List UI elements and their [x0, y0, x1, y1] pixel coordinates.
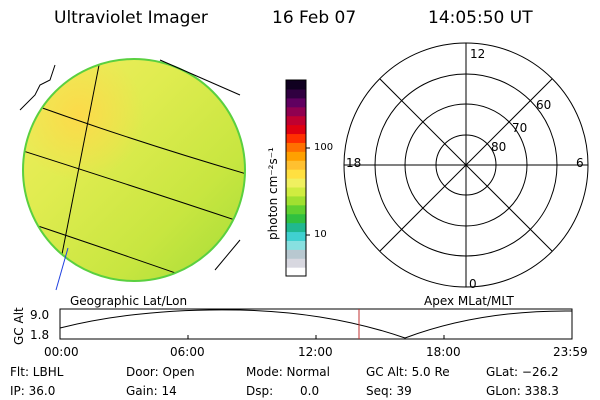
colorbar-segment	[286, 169, 306, 179]
colorbar-segment	[286, 142, 306, 152]
grid-line-outside	[159, 59, 241, 96]
colorbar-label-10: 10	[314, 229, 327, 240]
info-glat: GLat: −26.2	[486, 365, 559, 379]
colorbar-segment	[286, 213, 306, 224]
colorbar-label-100: 100	[314, 142, 334, 153]
altitude-x-tick-label: 23:59	[553, 345, 588, 359]
colorbar-segment	[286, 186, 306, 197]
instrument-title: Ultraviolet Imager	[54, 8, 208, 28]
uv-bright-region	[24, 60, 244, 280]
info-gain: Gain: 14	[126, 384, 177, 398]
colorbar-unit-label: photon cm⁻²s⁻¹	[266, 147, 280, 240]
info-gc-alt: GC Alt: 5.0 Re	[366, 365, 450, 379]
info-door: Door: Open	[126, 365, 195, 379]
colorbar-segment	[286, 80, 306, 90]
polar-label-70: 70	[512, 121, 528, 135]
colorbar-segment	[286, 231, 306, 241]
colorbar-segment	[286, 124, 306, 135]
colorbar-segment	[286, 88, 306, 99]
terminator-line	[55, 247, 69, 291]
altitude-x-ticks	[187, 335, 445, 339]
info-mode: Mode: Normal	[246, 365, 330, 379]
colorbar-segment	[286, 106, 306, 117]
polar-label-18: 18	[346, 156, 362, 170]
polar-label-0: 0	[469, 277, 477, 291]
observation-date: 16 Feb 07	[272, 8, 357, 28]
altitude-x-tick-label: 00:00	[44, 345, 79, 359]
altitude-y-min: 1.8	[30, 328, 50, 342]
colorbar-segment	[286, 195, 306, 206]
colorbar-segment	[286, 249, 306, 259]
color-bar-frame	[285, 79, 307, 277]
uv-image	[19, 58, 246, 291]
colorbar-segment	[286, 133, 306, 143]
colorbar-segment	[286, 97, 306, 108]
colorbar-segment	[286, 222, 306, 233]
lat-line	[24, 99, 244, 176]
color-bar	[286, 80, 306, 277]
info-dsp-label: Dsp:	[246, 384, 274, 398]
info-seq: Seq: 39	[366, 384, 412, 398]
projection-label-geographic: Geographic Lat/Lon	[70, 294, 188, 308]
altitude-x-tick-label: 18:00	[426, 345, 461, 359]
altitude-x-tick-label: 06:00	[170, 345, 205, 359]
lat-line	[24, 149, 244, 226]
colorbar-segment	[286, 204, 306, 215]
colorbar-segment	[286, 258, 306, 268]
polar-grid	[343, 42, 589, 288]
colorbar-segment	[286, 240, 306, 250]
grid-line-outside	[214, 239, 241, 271]
altitude-x-tick-label: 12:00	[298, 345, 333, 359]
altitude-ylabel: GC Alt	[12, 307, 26, 345]
colorbar-segment	[286, 151, 306, 161]
projection-label-apex: Apex MLat/MLT	[424, 294, 514, 308]
altitude-curve	[59, 309, 573, 339]
altitude-y-max: 9.0	[30, 308, 50, 322]
colorbar-segment	[286, 267, 306, 277]
coastline	[19, 64, 56, 111]
colorbar-segment	[286, 178, 306, 188]
observation-time: 14:05:50 UT	[428, 8, 533, 28]
polar-label-60: 60	[536, 98, 552, 112]
lon-line	[54, 60, 101, 280]
colorbar-segment	[286, 115, 306, 126]
polar-label-6: 6	[576, 156, 584, 170]
info-dsp-value: 0.0	[300, 384, 320, 398]
polar-label-80: 80	[491, 140, 507, 154]
info-ip: IP: 36.0	[10, 384, 56, 398]
polar-label-12: 12	[470, 47, 486, 61]
info-glon: GLon: 338.3	[486, 384, 559, 398]
polar-diagonal	[379, 78, 553, 252]
colorbar-segment	[286, 160, 306, 170]
info-filter: Flt: LBHL	[10, 365, 64, 379]
altitude-plot-frame	[59, 308, 573, 340]
